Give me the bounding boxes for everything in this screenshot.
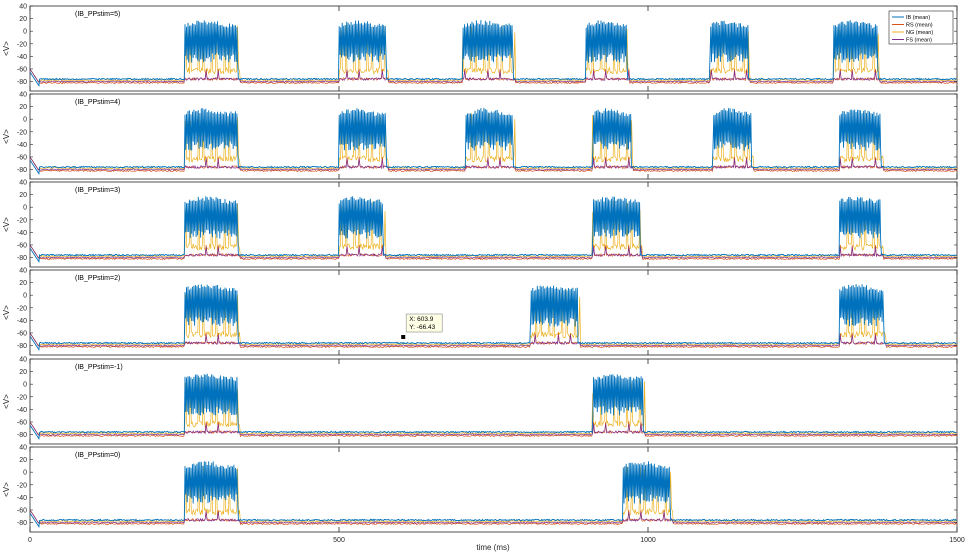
plot-area: [30, 284, 957, 352]
y-tick-label: 40: [19, 180, 27, 187]
panel-title: (IB_PPstim=-1): [75, 364, 123, 371]
datatip-x: X: 603.9: [409, 316, 434, 323]
y-tick-label: -20: [17, 394, 27, 401]
y-tick-label: -20: [17, 305, 27, 312]
panel: 40 20 0 -20 -40 -60 -80 <V> (IB_PPstim=4): [2, 92, 958, 180]
y-tick-label: -20: [17, 217, 27, 224]
panel: 40 20 0 -20 -40 -60 -80 <V> (IB_PPstim=3): [2, 180, 958, 268]
y-tick-label: -20: [17, 41, 27, 48]
y-tick-label: -60: [17, 419, 27, 426]
legend-entry: IB (mean): [906, 15, 930, 21]
legend: IB (mean) RS (mean)NG (mean) FS (mean): [888, 10, 954, 45]
plot-area: [30, 373, 957, 441]
x-tick-label: 500: [333, 537, 345, 544]
panel-title: (IB_PPstim=4): [75, 99, 120, 106]
y-tick-label: -40: [17, 407, 27, 414]
series-line: [30, 373, 957, 441]
y-tick-label: -80: [17, 167, 27, 174]
legend-entry: NG (mean): [906, 30, 933, 36]
y-tick-label: -60: [17, 154, 27, 161]
panel-title: (IB_PPstim=5): [75, 11, 120, 18]
x-axis: time (ms) 0 500 1000 1500: [28, 537, 965, 552]
x-tick-label: 1500: [949, 537, 965, 544]
y-tick-label: 0: [23, 117, 27, 124]
y-tick-label: 20: [19, 16, 27, 23]
plot-area: [30, 20, 957, 88]
panels: 40 20 0 -20 -40 -60 -80 <V> (IB_PPstim=5) IB (mea…: [2, 4, 958, 533]
y-tick-label: -40: [17, 142, 27, 149]
series-line: [30, 68, 957, 83]
series-line: [30, 107, 957, 176]
legend-entry: FS (mean): [906, 38, 932, 44]
y-tick-label: 20: [19, 457, 27, 464]
x-tick-label: 0: [28, 537, 32, 544]
series-line: [30, 461, 957, 529]
panel-title: (IB_PPstim=3): [75, 187, 120, 194]
series-line: [30, 509, 957, 524]
panel-title: (IB_PPstim=0): [75, 452, 120, 459]
y-tick-label: 40: [19, 445, 27, 452]
y-tick-label: 40: [19, 268, 27, 275]
legend-entry: RS (mean): [906, 23, 933, 29]
panel: 40 20 0 -20 -40 -60 -80 <V> (IB_PPstim=2) X: 603.…: [2, 268, 958, 356]
y-tick-label: -20: [17, 129, 27, 136]
y-tick-label: -80: [17, 255, 27, 262]
x-axis-label: time (ms): [476, 543, 510, 552]
y-tick-label: -40: [17, 230, 27, 237]
y-tick-label: 20: [19, 369, 27, 376]
y-tick-label: 40: [19, 357, 27, 364]
plot-area: [30, 461, 957, 529]
panel: 40 20 0 -20 -40 -60 -80 <V> (IB_PPstim=5) IB (mea…: [2, 4, 958, 92]
series-line: [30, 284, 957, 352]
y-axis-label: <V>: [2, 482, 11, 497]
y-tick-label: -40: [17, 495, 27, 502]
panel: 40 20 0 -20 -40 -60 -80 <V> (IB_PPstim=0): [2, 445, 958, 533]
y-tick-label: 40: [19, 4, 27, 11]
y-axis-label: <V>: [2, 41, 11, 56]
datatip-y: Y: -66.43: [409, 324, 435, 331]
series-line: [30, 196, 957, 264]
y-tick-label: 0: [23, 293, 27, 300]
y-tick-label: -40: [17, 318, 27, 325]
y-tick-label: -80: [17, 79, 27, 86]
y-tick-label: -80: [17, 520, 27, 527]
y-tick-label: 0: [23, 29, 27, 36]
y-tick-label: -40: [17, 54, 27, 61]
y-tick-label: 40: [19, 92, 27, 99]
plot-area: [30, 107, 957, 176]
y-tick-label: 0: [23, 205, 27, 212]
y-tick-label: -80: [17, 432, 27, 439]
datatip-box: [405, 313, 443, 333]
y-tick-label: 0: [23, 382, 27, 389]
series-line: [30, 332, 957, 347]
y-axis-label: <V>: [2, 394, 11, 409]
series-line: [30, 244, 957, 259]
y-tick-label: -60: [17, 330, 27, 337]
panel: 40 20 0 -20 -40 -60 -80 <V> (IB_PPstim=-1): [2, 357, 958, 445]
y-tick-label: -60: [17, 507, 27, 514]
y-tick-label: -20: [17, 482, 27, 489]
y-tick-label: -60: [17, 66, 27, 73]
axes-box: [29, 446, 958, 533]
series-line: [30, 20, 957, 88]
y-axis-label: <V>: [2, 129, 11, 144]
y-tick-label: 20: [19, 192, 27, 199]
datatip-marker[interactable]: [401, 335, 406, 340]
y-axis-label: <V>: [2, 305, 11, 320]
y-tick-label: 20: [19, 104, 27, 111]
plot-area: [30, 196, 957, 264]
series-line: [30, 156, 957, 171]
x-tick-label: 1000: [640, 537, 656, 544]
y-tick-label: -80: [17, 343, 27, 350]
y-axis-label: <V>: [2, 217, 11, 232]
y-tick-label: 0: [23, 470, 27, 477]
y-tick-label: -60: [17, 242, 27, 249]
panel-title: (IB_PPstim=2): [75, 275, 120, 282]
y-tick-label: 20: [19, 280, 27, 287]
